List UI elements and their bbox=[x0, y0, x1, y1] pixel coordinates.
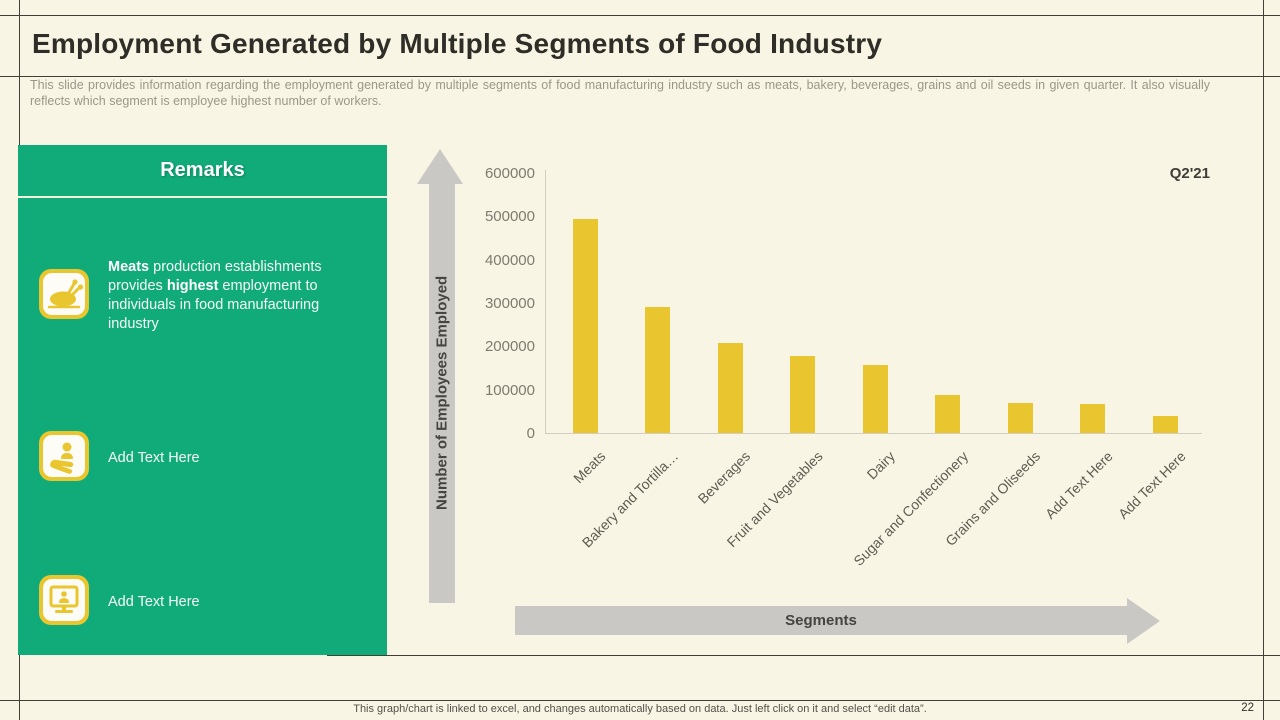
y-axis-arrow-shaft bbox=[429, 183, 455, 603]
remarks-title: Remarks bbox=[160, 159, 245, 181]
bar-2[interactable] bbox=[717, 343, 743, 433]
monitor-person-icon bbox=[38, 574, 90, 631]
page-number: 22 bbox=[1241, 702, 1254, 714]
remark-text: Meats production establishments provides… bbox=[108, 259, 322, 332]
y-tick-label: 600000 bbox=[484, 165, 535, 182]
chart-legend: Q2'21 bbox=[1169, 165, 1210, 182]
remark-text: Add Text Here bbox=[108, 594, 200, 610]
hand-giving-person-icon bbox=[38, 430, 90, 487]
remarks-header: Remarks bbox=[18, 145, 387, 198]
guide-line-top bbox=[0, 15, 1280, 16]
x-tick-label: Beverages bbox=[694, 448, 754, 507]
y-tick-label: 500000 bbox=[484, 208, 535, 226]
y-tick-label: 0 bbox=[526, 425, 535, 442]
remark-item[interactable]: Add Text Here bbox=[38, 430, 368, 487]
page-title: Employment Generated by Multiple Segment… bbox=[32, 28, 883, 59]
roast-meat-icon bbox=[38, 268, 90, 325]
x-tick-label: Dairy bbox=[863, 448, 899, 483]
y-tick-label: 300000 bbox=[484, 295, 535, 312]
y-tick-label: 100000 bbox=[484, 381, 535, 399]
guide-line-right bbox=[1263, 0, 1264, 720]
remark-item: Meats production establishments provides… bbox=[38, 258, 368, 334]
bar-5[interactable] bbox=[935, 394, 960, 433]
bar-6[interactable] bbox=[1007, 402, 1033, 433]
bar-1[interactable] bbox=[645, 307, 670, 433]
y-tick-label: 400000 bbox=[484, 251, 535, 269]
x-axis-title: Segments bbox=[785, 612, 857, 629]
footer-note: This graph/chart is linked to excel, and… bbox=[353, 703, 927, 715]
x-tick-label: Add Text Here bbox=[1041, 448, 1116, 522]
remark-text: Add Text Here bbox=[108, 450, 200, 466]
y-tick-label: 200000 bbox=[484, 338, 535, 356]
remark-item[interactable]: Add Text Here bbox=[38, 574, 368, 631]
guide-line-chart-bottom bbox=[327, 655, 1280, 656]
bar-8[interactable] bbox=[1152, 415, 1178, 433]
y-axis-line bbox=[545, 170, 546, 434]
page-subtitle: This slide provides information regardin… bbox=[30, 78, 1210, 108]
bar-3[interactable] bbox=[790, 355, 815, 433]
guide-line-under-title bbox=[0, 76, 1280, 77]
remarks-panel: Remarks Meats production establishments … bbox=[18, 145, 387, 655]
x-axis-arrow-shaft: Segments bbox=[515, 606, 1127, 635]
bar-4[interactable] bbox=[862, 364, 888, 433]
y-axis-arrow-icon bbox=[417, 149, 463, 184]
bar-7[interactable] bbox=[1080, 403, 1105, 433]
bar-0[interactable] bbox=[572, 218, 598, 433]
x-axis-arrow-icon bbox=[1127, 598, 1160, 644]
x-tick-label: Meats bbox=[570, 448, 609, 487]
x-axis-line bbox=[545, 433, 1202, 434]
x-tick-label: Add Text Here bbox=[1114, 448, 1189, 522]
guide-line-footer bbox=[0, 700, 1280, 701]
